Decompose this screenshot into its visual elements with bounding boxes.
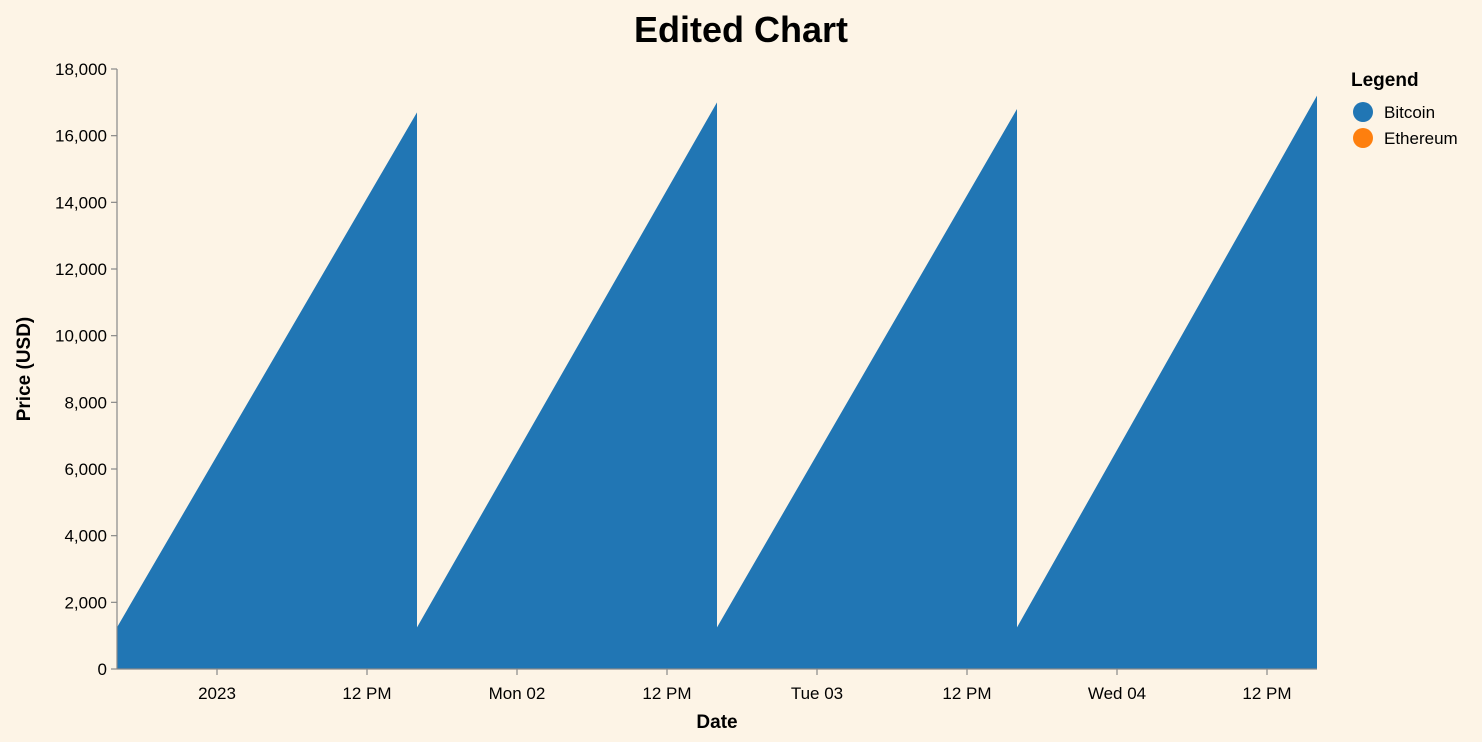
y-tick-label: 6,000 (64, 460, 107, 479)
legend-title: Legend (1351, 70, 1419, 91)
legend-label-bitcoin: Bitcoin (1384, 103, 1435, 122)
legend-label-ethereum: Ethereum (1384, 129, 1458, 148)
plot-area (117, 95, 1317, 670)
legend-item-bitcoin[interactable]: Bitcoin (1353, 102, 1435, 122)
x-tick-label: 12 PM (1242, 684, 1291, 703)
y-tick-label: 12,000 (55, 260, 107, 279)
x-tick-label: Tue 03 (791, 684, 843, 703)
y-axis: 0 2,000 4,000 6,000 8,000 10,000 12,000 14,000 1… (55, 60, 118, 679)
y-tick-label: 8,000 (64, 393, 107, 412)
y-tick-label: 14,000 (55, 193, 107, 212)
x-tick-label: Mon 02 (489, 684, 546, 703)
y-axis-title: Price (USD) (14, 317, 35, 422)
y-tick-label: 0 (98, 660, 107, 679)
x-tick-label: 12 PM (942, 684, 991, 703)
legend: Legend Bitcoin Ethereum (1351, 70, 1458, 148)
legend-swatch-ethereum (1353, 128, 1373, 148)
y-tick-label: 18,000 (55, 60, 107, 79)
legend-swatch-bitcoin (1353, 102, 1373, 122)
y-tick-label: 2,000 (64, 593, 107, 612)
area-series-bitcoin[interactable] (117, 95, 1317, 670)
x-axis: 2023 12 PM Mon 02 12 PM Tue 03 12 PM Wed 04 12 … (117, 668, 1317, 703)
x-tick-label: 12 PM (642, 684, 691, 703)
x-tick-label: 2023 (198, 684, 236, 703)
y-tick-label: 4,000 (64, 527, 107, 546)
legend-item-ethereum[interactable]: Ethereum (1353, 128, 1458, 148)
y-tick-label: 16,000 (55, 127, 107, 146)
x-axis-title: Date (696, 712, 737, 733)
x-tick-label: Wed 04 (1088, 684, 1146, 703)
chart-title: Edited Chart (634, 9, 848, 50)
x-tick-label: 12 PM (342, 684, 391, 703)
y-tick-label: 10,000 (55, 327, 107, 346)
